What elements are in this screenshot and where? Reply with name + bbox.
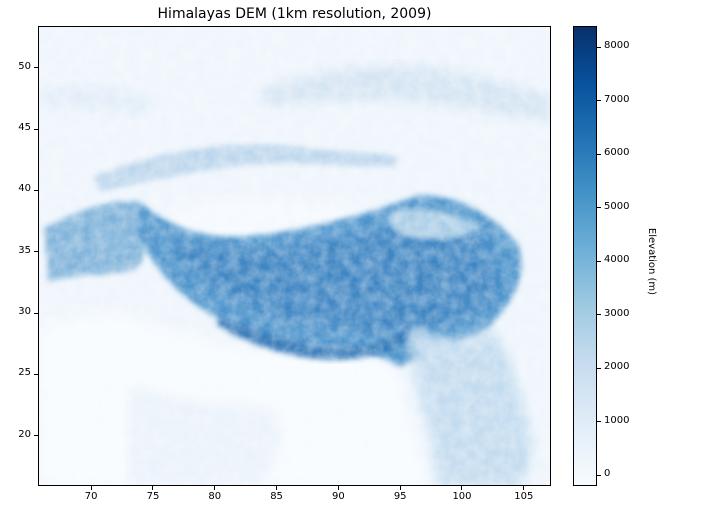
colorbar-tick-mark bbox=[597, 367, 601, 369]
y-tick-label: 45 bbox=[18, 122, 31, 134]
colorbar-tick-mark bbox=[597, 207, 601, 209]
y-tick-mark bbox=[34, 435, 38, 437]
x-tick-label: 90 bbox=[332, 491, 345, 502]
y-tick-mark bbox=[34, 312, 38, 314]
x-tick-label: 70 bbox=[84, 491, 98, 502]
x-tick-label: 75 bbox=[146, 491, 160, 502]
y-tick-mark bbox=[34, 67, 38, 69]
x-tick-label: 105 bbox=[514, 491, 534, 502]
colorbar-tick-mark bbox=[597, 474, 601, 476]
colorbar-tick-label: 7000 bbox=[604, 93, 630, 105]
colorbar-tick-label: 5000 bbox=[604, 200, 630, 212]
y-tick-label: 20 bbox=[18, 428, 31, 440]
y-tick-label: 25 bbox=[18, 367, 31, 379]
x-tick-mark bbox=[214, 486, 216, 490]
x-tick-label: 85 bbox=[270, 491, 283, 502]
colorbar-tick-label: 3000 bbox=[604, 307, 630, 319]
y-tick-label: 40 bbox=[18, 183, 31, 195]
colorbar-tick-mark bbox=[597, 260, 601, 262]
map-title: Himalayas DEM (1km resolution, 2009) bbox=[157, 6, 432, 22]
y-tick-label: 30 bbox=[18, 306, 31, 318]
y-tick-mark bbox=[34, 373, 38, 375]
colorbar-label: Elevation (m) bbox=[646, 227, 658, 296]
colorbar-tick-mark bbox=[597, 100, 601, 102]
x-tick-mark bbox=[461, 486, 463, 490]
x-tick-mark bbox=[276, 486, 278, 490]
y-tick-label: 35 bbox=[18, 244, 31, 256]
colorbar-tick-label: 1000 bbox=[604, 414, 630, 426]
x-tick-mark bbox=[523, 486, 525, 490]
colorbar bbox=[573, 26, 597, 486]
colorbar-tick-mark bbox=[597, 46, 601, 48]
x-tick-mark bbox=[337, 486, 339, 490]
colorbar-tick-label: 4000 bbox=[604, 254, 630, 266]
colorbar-tick-label: 8000 bbox=[604, 40, 630, 52]
y-tick-mark bbox=[34, 128, 38, 130]
colorbar-tick-label: 0 bbox=[604, 468, 611, 480]
colorbar-tick-mark bbox=[597, 314, 601, 316]
colorbar-tick-mark bbox=[597, 421, 601, 423]
y-tick-mark bbox=[34, 189, 38, 191]
x-tick-mark bbox=[399, 486, 401, 490]
x-tick-label: 100 bbox=[452, 491, 472, 502]
x-tick-label: 95 bbox=[393, 491, 407, 502]
colorbar-tick-label: 2000 bbox=[604, 361, 630, 373]
x-tick-mark bbox=[90, 486, 92, 490]
colorbar-tick-mark bbox=[597, 153, 601, 155]
dem-map-area bbox=[38, 26, 551, 486]
colorbar-tick-label: 6000 bbox=[604, 147, 630, 159]
x-tick-label: 80 bbox=[208, 491, 222, 502]
y-tick-label: 50 bbox=[18, 60, 31, 72]
elevation-raster bbox=[39, 27, 550, 485]
y-tick-mark bbox=[34, 251, 38, 253]
x-tick-mark bbox=[152, 486, 154, 490]
